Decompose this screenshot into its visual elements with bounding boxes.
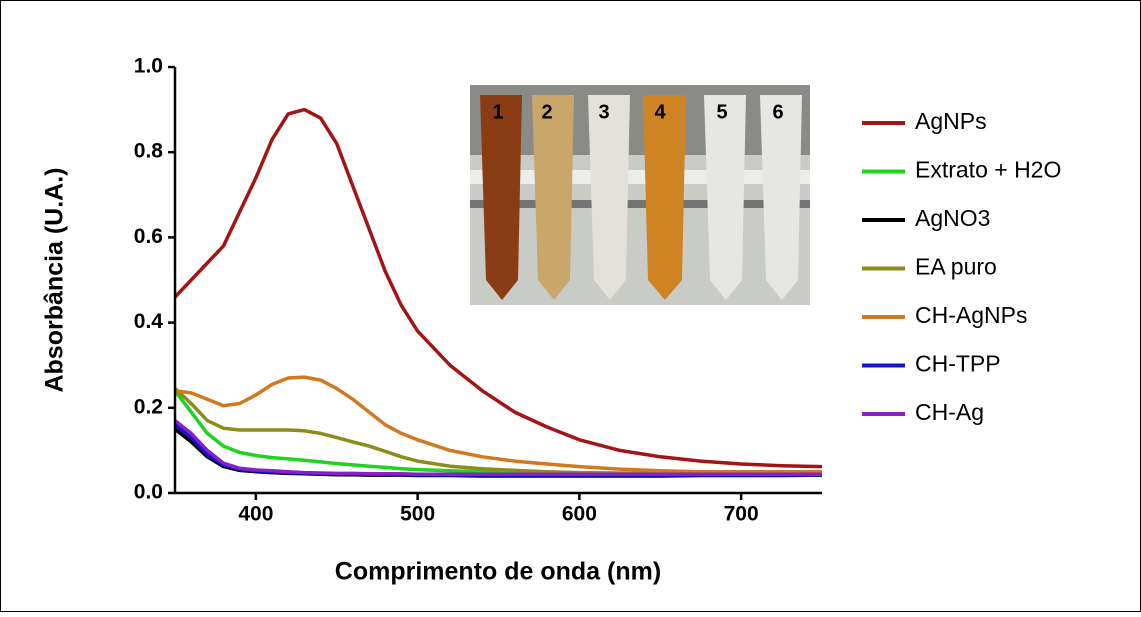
x-tick-label: 700	[724, 503, 759, 526]
inset-photo	[470, 85, 810, 305]
y-tick-label: 0.0	[134, 481, 163, 504]
y-tick-label: 0.4	[134, 310, 164, 333]
y-tick-label: 0.6	[134, 225, 163, 248]
inset-label: 6	[772, 101, 783, 123]
legend-label: EA puro	[915, 254, 997, 280]
x-axis-title: Comprimento de onda (nm)	[335, 558, 661, 586]
legend-label: Extrato + H2O	[915, 157, 1061, 183]
inset-label: 3	[598, 101, 609, 123]
legend-label: AgNPs	[915, 108, 987, 134]
x-tick-label: 400	[238, 503, 273, 526]
x-tick-label: 600	[562, 503, 597, 526]
inset-label: 5	[716, 101, 727, 123]
y-tick-label: 0.8	[134, 140, 164, 163]
legend-label: CH-TPP	[915, 351, 1001, 377]
legend-label: AgNO3	[915, 205, 990, 231]
series-line	[173, 419, 822, 477]
legend-label: CH-AgNPs	[915, 302, 1027, 328]
series-line	[174, 375, 822, 474]
legend-label: CH-Ag	[915, 399, 984, 425]
y-tick-label: 1.0	[134, 55, 163, 78]
series-line	[173, 107, 823, 469]
y-tick-label: 0.2	[134, 395, 163, 418]
y-axis-title: Absorbância (U.A.)	[41, 167, 69, 392]
inset-label: 4	[654, 101, 666, 123]
x-tick-label: 500	[400, 503, 435, 526]
inset-label: 1	[492, 101, 503, 123]
inset-label: 2	[541, 101, 552, 123]
